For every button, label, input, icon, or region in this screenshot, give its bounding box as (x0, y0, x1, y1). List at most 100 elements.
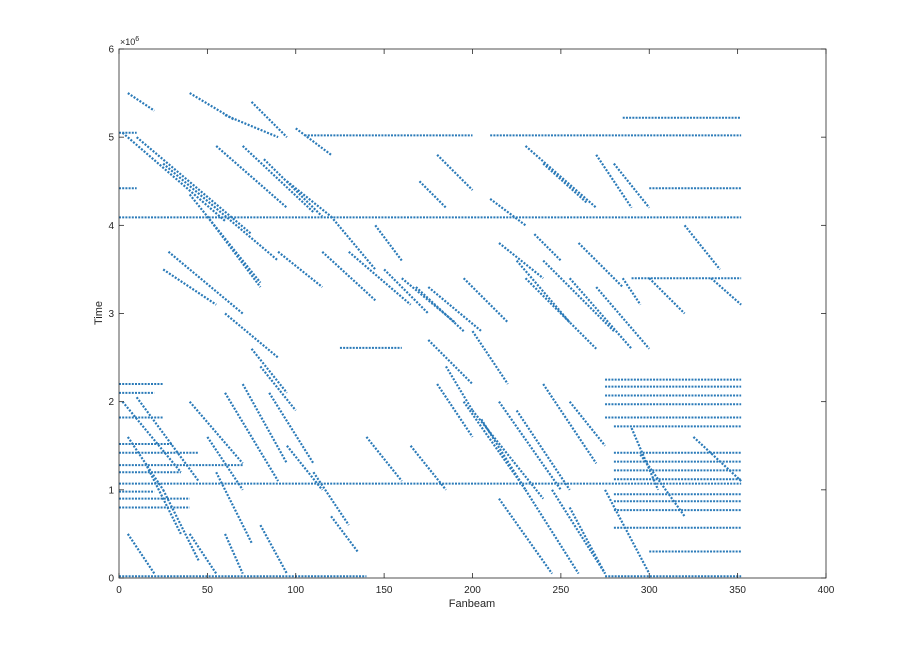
streak-80 (471, 330, 509, 385)
streak-67 (683, 224, 721, 271)
streak-19 (188, 400, 244, 465)
x-tick-label-2: 100 (287, 585, 304, 596)
y-tick-label-2: 2 (108, 397, 114, 408)
streak-48 (498, 498, 553, 575)
streak-1 (135, 136, 253, 235)
streak-57 (692, 436, 742, 482)
streak-45 (480, 418, 527, 491)
streak-49 (524, 489, 580, 575)
streak-37 (515, 259, 571, 324)
streak-60 (542, 162, 589, 205)
streak-12 (250, 348, 288, 394)
streak-17 (144, 462, 182, 535)
streak-74 (127, 92, 155, 112)
streak-31 (321, 250, 377, 302)
streak-38 (524, 277, 598, 350)
streak-5 (215, 145, 288, 209)
y-exponent-label: ×106 (120, 36, 139, 47)
y-tick-label-3: 3 (108, 309, 114, 320)
streak-18 (162, 489, 200, 561)
streak-11 (224, 312, 279, 359)
streak-42 (621, 277, 642, 306)
streak-7 (263, 158, 324, 218)
y-tick-label-1: 1 (108, 485, 114, 496)
streak-83 (409, 445, 447, 491)
y-axis-label: Time (93, 301, 105, 325)
streak-84 (436, 383, 474, 438)
streak-52 (542, 383, 598, 464)
streak-58 (489, 198, 527, 227)
streak-54 (604, 489, 651, 575)
streak-22 (224, 392, 280, 482)
streak-82 (365, 436, 403, 482)
streak-66 (648, 277, 686, 315)
streak-6 (241, 145, 315, 213)
streak-64 (498, 242, 544, 280)
streak-78 (374, 224, 403, 262)
streak-20 (206, 436, 244, 491)
streak-10 (162, 268, 217, 306)
streak-34 (415, 286, 465, 332)
streak-56 (630, 427, 660, 491)
streak-15 (135, 396, 200, 482)
streak-61 (595, 154, 633, 209)
x-tick-label-4: 200 (464, 585, 481, 596)
y-tick-label-4: 4 (108, 221, 114, 232)
streak-76 (277, 250, 323, 288)
streak-14 (121, 400, 182, 473)
y-tick-label-0: 0 (108, 574, 114, 585)
streak-77 (330, 215, 377, 271)
streak-4 (206, 215, 262, 288)
streak-79 (427, 339, 474, 385)
y-exponent-base: ×10 (120, 37, 135, 47)
x-tick-label-0: 0 (116, 585, 122, 596)
streak-40 (568, 277, 633, 350)
x-tick-label-1: 50 (202, 585, 214, 596)
streak-33 (401, 277, 456, 324)
y-exponent-power: 6 (135, 36, 139, 43)
streak-23 (241, 383, 288, 464)
streak-70 (436, 154, 474, 191)
streak-8 (224, 114, 279, 139)
streak-65 (533, 233, 562, 262)
streak-51 (568, 506, 607, 575)
streak-47 (515, 409, 571, 491)
x-axis-label: Fanbeam (449, 598, 495, 610)
streak-72 (189, 92, 235, 121)
streak-41 (595, 286, 651, 350)
streak-28 (224, 533, 244, 575)
y-tick-label-6: 6 (108, 45, 114, 56)
streak-26 (126, 533, 156, 575)
axis-labels: Fanbeam Time ×106 (93, 36, 495, 610)
x-tick-label-6: 300 (641, 585, 658, 596)
streak-30 (348, 250, 412, 306)
streak-29 (259, 524, 288, 575)
streak-13 (259, 365, 297, 412)
x-tick-label-5: 250 (553, 585, 570, 596)
streak-63 (577, 242, 624, 288)
streak-59 (524, 145, 597, 209)
streak-9 (167, 250, 244, 315)
data-marks (119, 92, 742, 578)
y-tick-label-5: 5 (108, 133, 114, 144)
x-tick-label-8: 400 (818, 585, 835, 596)
streak-25 (286, 445, 324, 491)
streak-39 (542, 259, 615, 332)
streak-55 (639, 453, 686, 517)
streak-35 (427, 286, 483, 332)
x-tick-label-7: 350 (729, 585, 746, 596)
streak-86 (330, 515, 359, 553)
streak-75 (286, 180, 332, 218)
streak-85 (312, 471, 350, 526)
streak-0 (121, 131, 226, 222)
streak-81 (445, 365, 474, 412)
streak-27 (188, 533, 218, 575)
streak-53 (568, 400, 606, 447)
streak-50 (551, 489, 606, 575)
streak-62 (613, 162, 651, 209)
streak-2 (162, 162, 279, 262)
axis-ticks: 0 50 100 150 200 250 300 350 400 0 1 2 3 4 5 6 (108, 45, 834, 597)
streak-46 (498, 401, 562, 491)
